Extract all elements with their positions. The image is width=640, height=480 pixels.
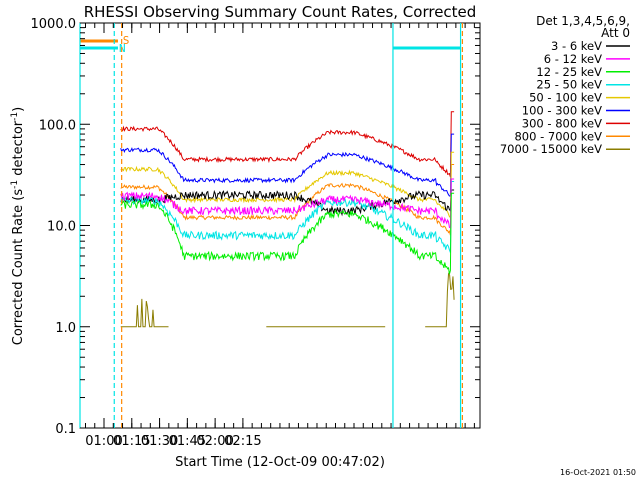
legend-label: 3 - 6 keV xyxy=(551,39,602,53)
x-tick-label: 01:45 xyxy=(169,434,206,449)
x-tick-label: 02:15 xyxy=(224,434,261,449)
series-line-300-800keV xyxy=(120,111,455,178)
y-tick-label: 1000.0 xyxy=(31,17,77,32)
flag-n-label: N xyxy=(119,42,126,55)
series-line-6-12keV xyxy=(120,178,455,229)
plot-frame xyxy=(79,22,481,429)
legend-label: 300 - 800 keV xyxy=(522,116,602,130)
y-axis-label: Corrected Count Rate (s-1 detector-1) xyxy=(10,107,26,345)
legend-label: 12 - 25 keV xyxy=(536,65,602,79)
series-line-12-25keV xyxy=(120,192,455,275)
y-tick-label: 0.1 xyxy=(55,422,76,437)
legend-label: 100 - 300 keV xyxy=(522,104,602,118)
series-line-100-300keV xyxy=(120,133,455,197)
x-tick-label: 02:00 xyxy=(196,434,233,449)
timestamp: 16-Oct-2021 01:50 xyxy=(560,468,636,477)
chart-title: RHESSI Observing Summary Count Rates, Co… xyxy=(84,3,477,21)
series-line-50-100keV xyxy=(120,151,455,219)
series-line-25-50keV xyxy=(120,181,455,253)
y-axis-ticks: 0.1 1.0 10.0 100.0 1000.0 xyxy=(31,17,480,437)
x-tick-label: 01:00 xyxy=(85,434,122,449)
legend-label: 25 - 50 keV xyxy=(536,78,602,92)
x-tick-label: 01:15 xyxy=(113,434,150,449)
y-tick-label: 100.0 xyxy=(39,118,76,133)
x-axis-label: Start Time (12-Oct-09 00:47:02) xyxy=(175,455,385,470)
flag-s-label: S xyxy=(123,34,130,47)
series-lines xyxy=(120,111,455,328)
instrument-flags: SN xyxy=(80,34,461,55)
legend-label: 800 - 7000 keV xyxy=(514,129,602,143)
series-line-3-6keV xyxy=(120,189,455,217)
legend-label: 7000 - 15000 keV xyxy=(500,142,602,156)
legend-header: Det 1,3,4,5,6,9, xyxy=(536,14,630,28)
y-tick-label: 10.0 xyxy=(47,220,76,235)
x-tick-label: 01:30 xyxy=(141,434,178,449)
legend-header-attenuator: Att 0 xyxy=(601,26,630,40)
legend-label: 6 - 12 keV xyxy=(544,52,602,66)
series-line-7000-15000-kev xyxy=(120,298,169,328)
legend-label: 50 - 100 keV xyxy=(529,91,602,105)
series-line-7000-15000-kev xyxy=(425,272,455,328)
time-markers xyxy=(79,23,464,428)
y-tick-label: 1.0 xyxy=(55,321,76,336)
